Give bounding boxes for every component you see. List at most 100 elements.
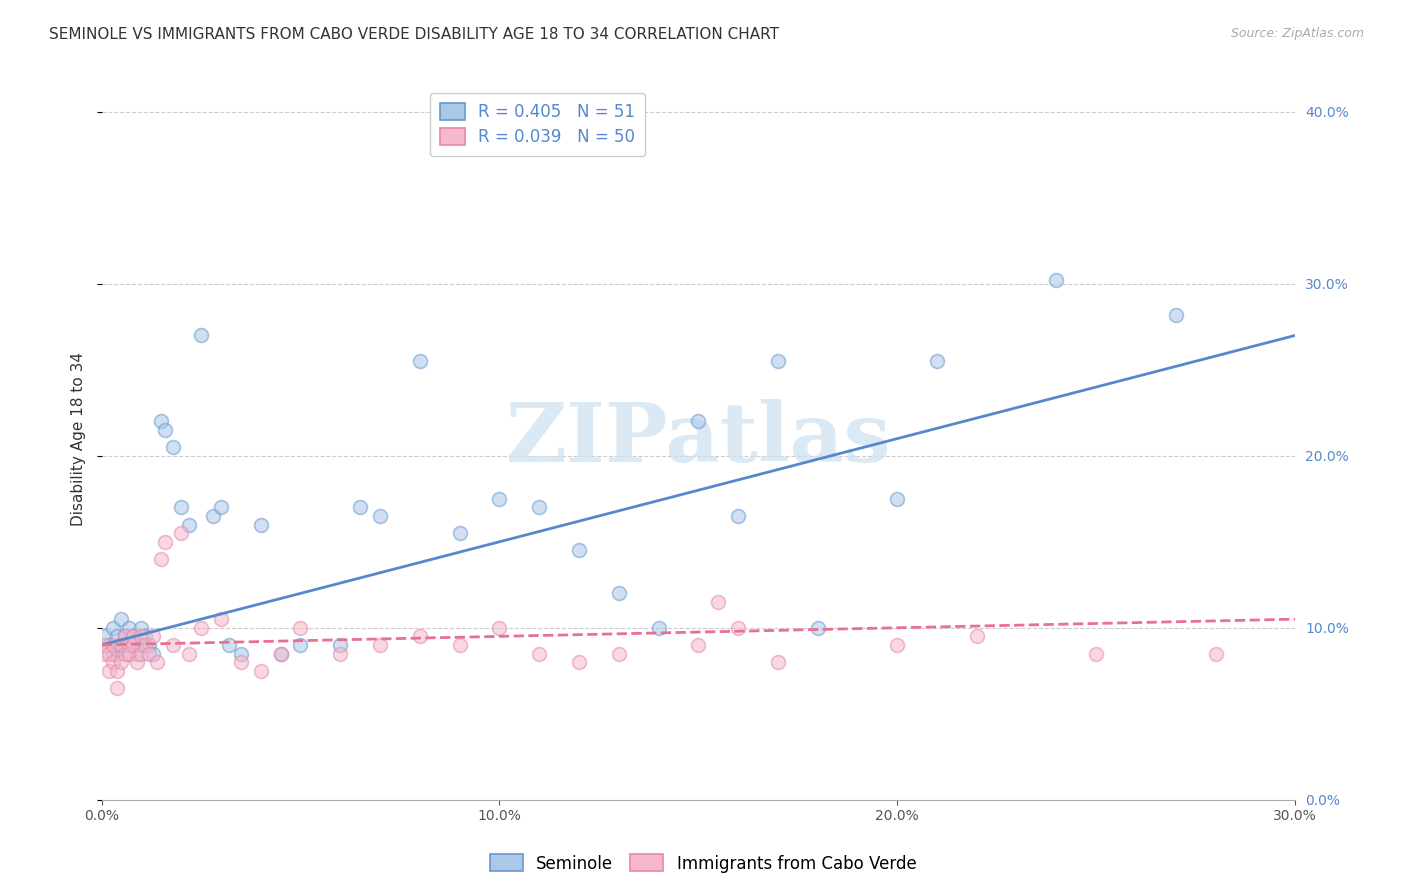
- Point: [1045, 273, 1067, 287]
- Point: [218, 638, 240, 652]
- Point: [110, 638, 132, 652]
- Point: [1085, 647, 1108, 661]
- Point: [270, 647, 292, 661]
- Legend: R = 0.405   N = 51, R = 0.039   N = 50: R = 0.405 N = 51, R = 0.039 N = 50: [430, 93, 645, 156]
- Y-axis label: Disability Age 18 to 34: Disability Age 18 to 34: [72, 351, 86, 525]
- Point: [107, 681, 129, 695]
- Point: [229, 647, 252, 661]
- Point: [607, 586, 630, 600]
- Point: [138, 638, 160, 652]
- Text: SEMINOLE VS IMMIGRANTS FROM CABO VERDE DISABILITY AGE 18 TO 34 CORRELATION CHART: SEMINOLE VS IMMIGRANTS FROM CABO VERDE D…: [49, 27, 779, 42]
- Point: [150, 552, 173, 566]
- Point: [162, 440, 184, 454]
- Point: [98, 638, 121, 652]
- Point: [131, 638, 153, 652]
- Point: [153, 423, 176, 437]
- Point: [110, 638, 132, 652]
- Text: ZIPatlas: ZIPatlas: [506, 399, 891, 479]
- Point: [766, 655, 789, 669]
- Point: [127, 647, 149, 661]
- Point: [94, 638, 117, 652]
- Point: [153, 534, 176, 549]
- Point: [807, 621, 830, 635]
- Point: [249, 517, 271, 532]
- Point: [1164, 308, 1187, 322]
- Point: [1205, 647, 1227, 661]
- Point: [94, 647, 117, 661]
- Point: [98, 664, 121, 678]
- Point: [142, 647, 165, 661]
- Legend: Seminole, Immigrants from Cabo Verde: Seminole, Immigrants from Cabo Verde: [482, 847, 924, 880]
- Point: [607, 647, 630, 661]
- Point: [409, 629, 432, 643]
- Point: [177, 647, 200, 661]
- Point: [103, 647, 125, 661]
- Point: [766, 354, 789, 368]
- Point: [114, 629, 136, 643]
- Point: [368, 638, 391, 652]
- Point: [114, 638, 136, 652]
- Point: [134, 638, 156, 652]
- Point: [209, 612, 232, 626]
- Point: [118, 647, 141, 661]
- Point: [409, 354, 432, 368]
- Point: [122, 629, 145, 643]
- Point: [886, 638, 908, 652]
- Point: [488, 621, 510, 635]
- Point: [110, 655, 132, 669]
- Point: [329, 647, 352, 661]
- Point: [146, 655, 169, 669]
- Point: [134, 629, 156, 643]
- Point: [150, 414, 173, 428]
- Point: [98, 647, 121, 661]
- Point: [688, 638, 710, 652]
- Point: [449, 638, 471, 652]
- Text: Source: ZipAtlas.com: Source: ZipAtlas.com: [1230, 27, 1364, 40]
- Point: [488, 491, 510, 506]
- Point: [162, 638, 184, 652]
- Point: [290, 638, 312, 652]
- Point: [127, 655, 149, 669]
- Point: [103, 638, 125, 652]
- Point: [114, 629, 136, 643]
- Point: [107, 629, 129, 643]
- Point: [190, 328, 212, 343]
- Point: [118, 647, 141, 661]
- Point: [449, 526, 471, 541]
- Point: [568, 655, 591, 669]
- Point: [131, 629, 153, 643]
- Point: [107, 647, 129, 661]
- Point: [209, 500, 232, 515]
- Point: [707, 595, 730, 609]
- Point: [94, 629, 117, 643]
- Point: [647, 621, 669, 635]
- Point: [927, 354, 949, 368]
- Point: [886, 491, 908, 506]
- Point: [177, 517, 200, 532]
- Point: [727, 508, 749, 523]
- Point: [201, 508, 224, 523]
- Point: [122, 638, 145, 652]
- Point: [122, 629, 145, 643]
- Point: [110, 612, 132, 626]
- Point: [190, 621, 212, 635]
- Point: [368, 508, 391, 523]
- Point: [131, 647, 153, 661]
- Point: [727, 621, 749, 635]
- Point: [249, 664, 271, 678]
- Point: [270, 647, 292, 661]
- Point: [107, 664, 129, 678]
- Point: [170, 526, 193, 541]
- Point: [329, 638, 352, 652]
- Point: [349, 500, 371, 515]
- Point: [529, 500, 551, 515]
- Point: [131, 621, 153, 635]
- Point: [290, 621, 312, 635]
- Point: [229, 655, 252, 669]
- Point: [122, 638, 145, 652]
- Point: [138, 647, 160, 661]
- Point: [103, 621, 125, 635]
- Point: [103, 655, 125, 669]
- Point: [966, 629, 988, 643]
- Point: [529, 647, 551, 661]
